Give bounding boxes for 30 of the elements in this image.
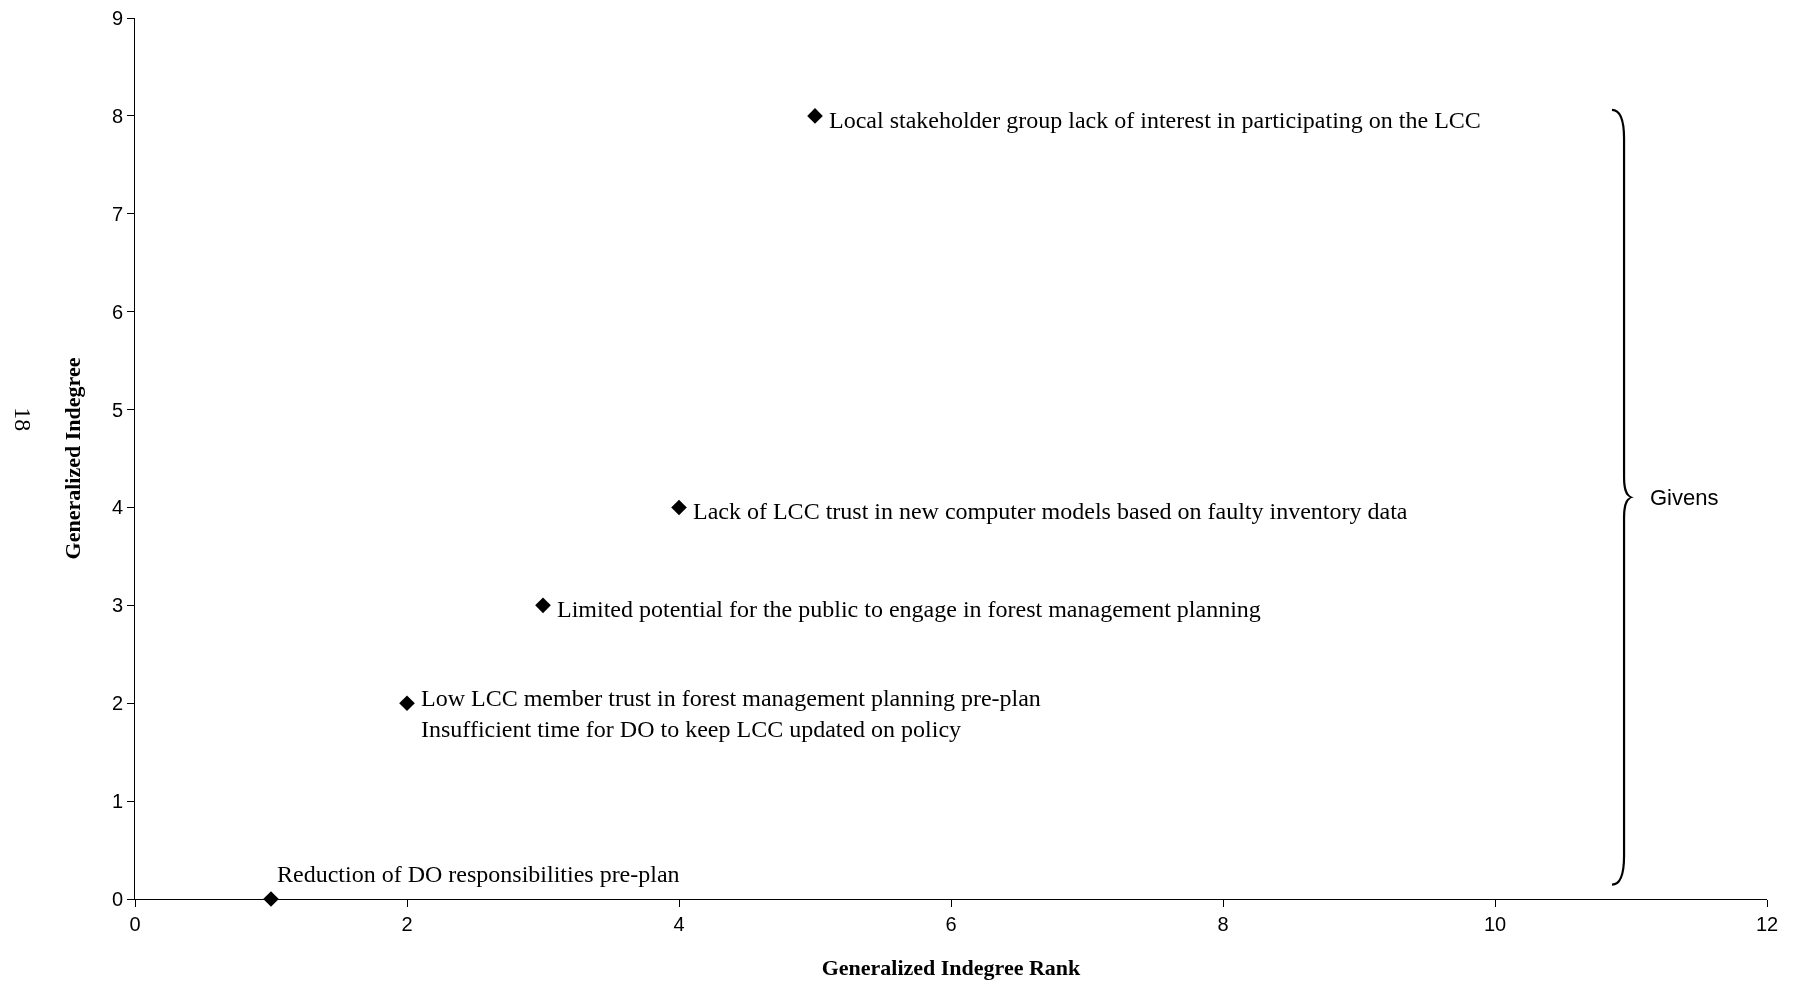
x-tick-label: 4 (673, 913, 685, 935)
y-tick-label: 6 (111, 300, 123, 323)
x-tick-label: 0 (129, 913, 141, 935)
point (807, 108, 823, 124)
y-tick-label: 0 (111, 888, 123, 910)
annotation: Low LCC member trust in forest management planning pre-plan Insufficient time for DO to keep LCC updated on policy (421, 685, 1041, 743)
point (671, 499, 687, 516)
y-tick-label: 4 (111, 496, 123, 519)
point (399, 695, 415, 712)
annotation: Local stakeholder group lack of interest in participating on the LCC (829, 107, 1481, 133)
annotation: Reduction of DO responsibilities pre-plan (277, 861, 680, 887)
y-tick-label: 3 (111, 594, 123, 617)
annotation: Limited potential for the public to engage in forest management planning (557, 596, 1261, 622)
annotation: Givens (1650, 485, 1719, 510)
x-tick-label: 8 (1217, 913, 1229, 935)
x-tick-label: 12 (1755, 913, 1779, 935)
y-tick-label: 1 (111, 790, 123, 813)
y-axis-title: Generalized Indegree (59, 357, 85, 560)
y-tick-label: 2 (111, 692, 123, 715)
y-tick-label: 8 (111, 104, 123, 127)
annotation: Lack of LCC trust in new computer models based on faulty inventory data (693, 498, 1408, 524)
y-tick-label: 7 (111, 202, 123, 225)
point (535, 597, 551, 614)
text: 18 (9, 407, 36, 432)
x-axis-title: Generalized Indegree Rank (821, 954, 1082, 980)
x-tick-label: 6 (945, 913, 957, 935)
y-tick-label: 9 (111, 7, 123, 29)
y-tick-label: 5 (111, 398, 123, 421)
x-tick-label: 2 (401, 913, 413, 935)
x-tick-label: 10 (1483, 913, 1507, 935)
